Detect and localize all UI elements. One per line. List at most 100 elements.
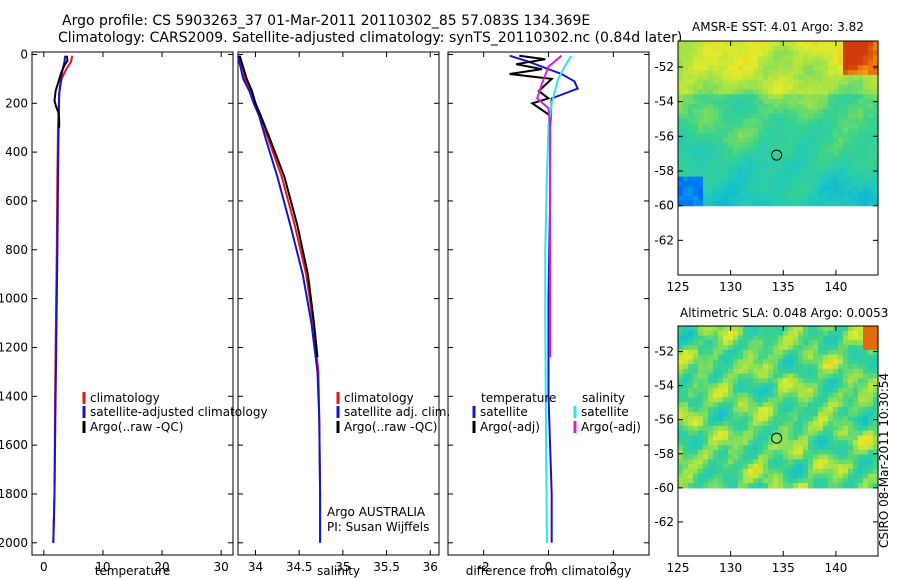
sst_map-cell <box>738 137 744 144</box>
sst_map-cell <box>848 186 854 192</box>
sst_map-cell <box>723 195 729 202</box>
sla_map-cell <box>858 435 864 441</box>
sst_map-cell <box>818 128 824 134</box>
sla_map-cell <box>698 387 704 394</box>
sla_map-cell <box>818 349 824 356</box>
sst_map-cell <box>703 79 709 86</box>
sla_map-cell <box>803 340 809 346</box>
sst_map-cell <box>813 41 819 47</box>
sst_map-cell <box>783 70 789 76</box>
sla_map-cell <box>718 468 724 475</box>
sst_map-cell <box>768 162 774 168</box>
sst_map-cell <box>718 171 724 178</box>
sla_map-cell <box>683 330 689 337</box>
sst_map-cell <box>863 70 869 76</box>
sla_map-cell <box>678 373 684 379</box>
sla_map-cell <box>728 440 734 446</box>
sst_map-cell <box>783 60 789 66</box>
sla_map-cell <box>783 378 789 384</box>
sla_map-cell <box>828 421 834 427</box>
sla_map-cell <box>838 454 844 460</box>
sla_map-cell <box>873 468 879 475</box>
sla_map-cell <box>873 359 879 365</box>
sst_map-cell <box>783 152 789 158</box>
sla_map-cell <box>798 425 804 432</box>
sla_map-cell <box>683 445 689 451</box>
sst_map-cell <box>843 103 849 110</box>
sst_map-cell <box>863 181 869 187</box>
sla_map-cell <box>693 478 699 484</box>
sst_map-cell <box>693 128 699 134</box>
sst_map-cell <box>808 176 814 183</box>
sst_map-cell <box>728 70 734 76</box>
sla_map-cell <box>718 430 724 437</box>
sst_map-cell <box>723 171 729 178</box>
sla_map-heatmap-cells <box>678 326 879 489</box>
sst_map-cell <box>818 70 824 76</box>
sst_map-cell <box>678 137 684 144</box>
sst_map-cell <box>788 84 794 91</box>
sla_map-cell <box>743 326 749 332</box>
sst_map-cell <box>688 74 694 81</box>
sst_map-cell <box>713 60 719 66</box>
sst_map-cell <box>678 162 684 168</box>
sla_map-cell <box>843 449 849 456</box>
sst_map-cell <box>683 195 689 202</box>
sst_map-cell <box>813 157 819 163</box>
sla_map-cell <box>833 468 839 475</box>
sla_map-cell <box>693 483 699 489</box>
sla_map-cell <box>713 326 719 332</box>
sst_map-cell <box>808 94 814 100</box>
sla_map-cell <box>873 330 879 337</box>
sla_map-cell <box>813 378 819 384</box>
sst_map-cell <box>773 162 779 168</box>
sst_map-cell <box>798 128 804 134</box>
sla_map-cell <box>713 464 719 470</box>
sla_map-cell <box>858 383 864 389</box>
sst_map-cell <box>708 50 714 57</box>
sla_map-cell <box>868 468 874 475</box>
sla_map-cell <box>808 392 814 398</box>
sla_map-cell <box>858 406 864 413</box>
sst_map-cell <box>828 99 834 105</box>
sst_map-cell <box>813 108 819 115</box>
sla_map-cell <box>823 340 829 346</box>
sst_map-cell <box>858 103 864 110</box>
sst_map-cell <box>693 108 699 115</box>
sla_map-cell <box>798 416 804 422</box>
sst_map-cell <box>743 94 749 100</box>
sla_map-cell <box>848 397 854 403</box>
sla_map-cell <box>688 335 694 341</box>
sst_map-cell <box>853 123 859 129</box>
sst_map-cell <box>778 118 784 124</box>
sla_map-cell <box>753 340 759 346</box>
sst_map-cell <box>828 171 834 178</box>
sla_map-cell <box>783 392 789 398</box>
sst_map-cell <box>863 147 869 153</box>
sst_map-cell <box>783 99 789 105</box>
sst_map-cell <box>818 41 824 47</box>
sla_map-cell <box>763 373 769 379</box>
sla_map-cell <box>688 421 694 427</box>
sla_map-cell <box>743 468 749 475</box>
sst_map-cell <box>738 60 744 66</box>
sla_map-cell <box>778 330 784 337</box>
sst_map-cell <box>773 60 779 66</box>
sst_map-cell <box>843 65 849 71</box>
sst_map-cell <box>748 84 754 91</box>
sla_map-cell <box>763 468 769 475</box>
sst_map-cell <box>803 99 809 105</box>
sla_map-cell <box>828 378 834 384</box>
sla_map-cell <box>798 335 804 341</box>
sla_map-cell <box>753 411 759 418</box>
sst_map-cell <box>788 70 794 76</box>
sst_map-cell <box>683 45 689 52</box>
sst_map-cell <box>838 128 844 134</box>
sla_map-cell <box>838 373 844 379</box>
sst_map-cell <box>763 74 769 81</box>
sla_map-cell <box>698 326 704 332</box>
sst_map-cell <box>793 55 799 61</box>
sla_map-cell <box>733 368 739 375</box>
sst_map-cell <box>833 89 839 95</box>
sst_map-cell <box>843 128 849 134</box>
